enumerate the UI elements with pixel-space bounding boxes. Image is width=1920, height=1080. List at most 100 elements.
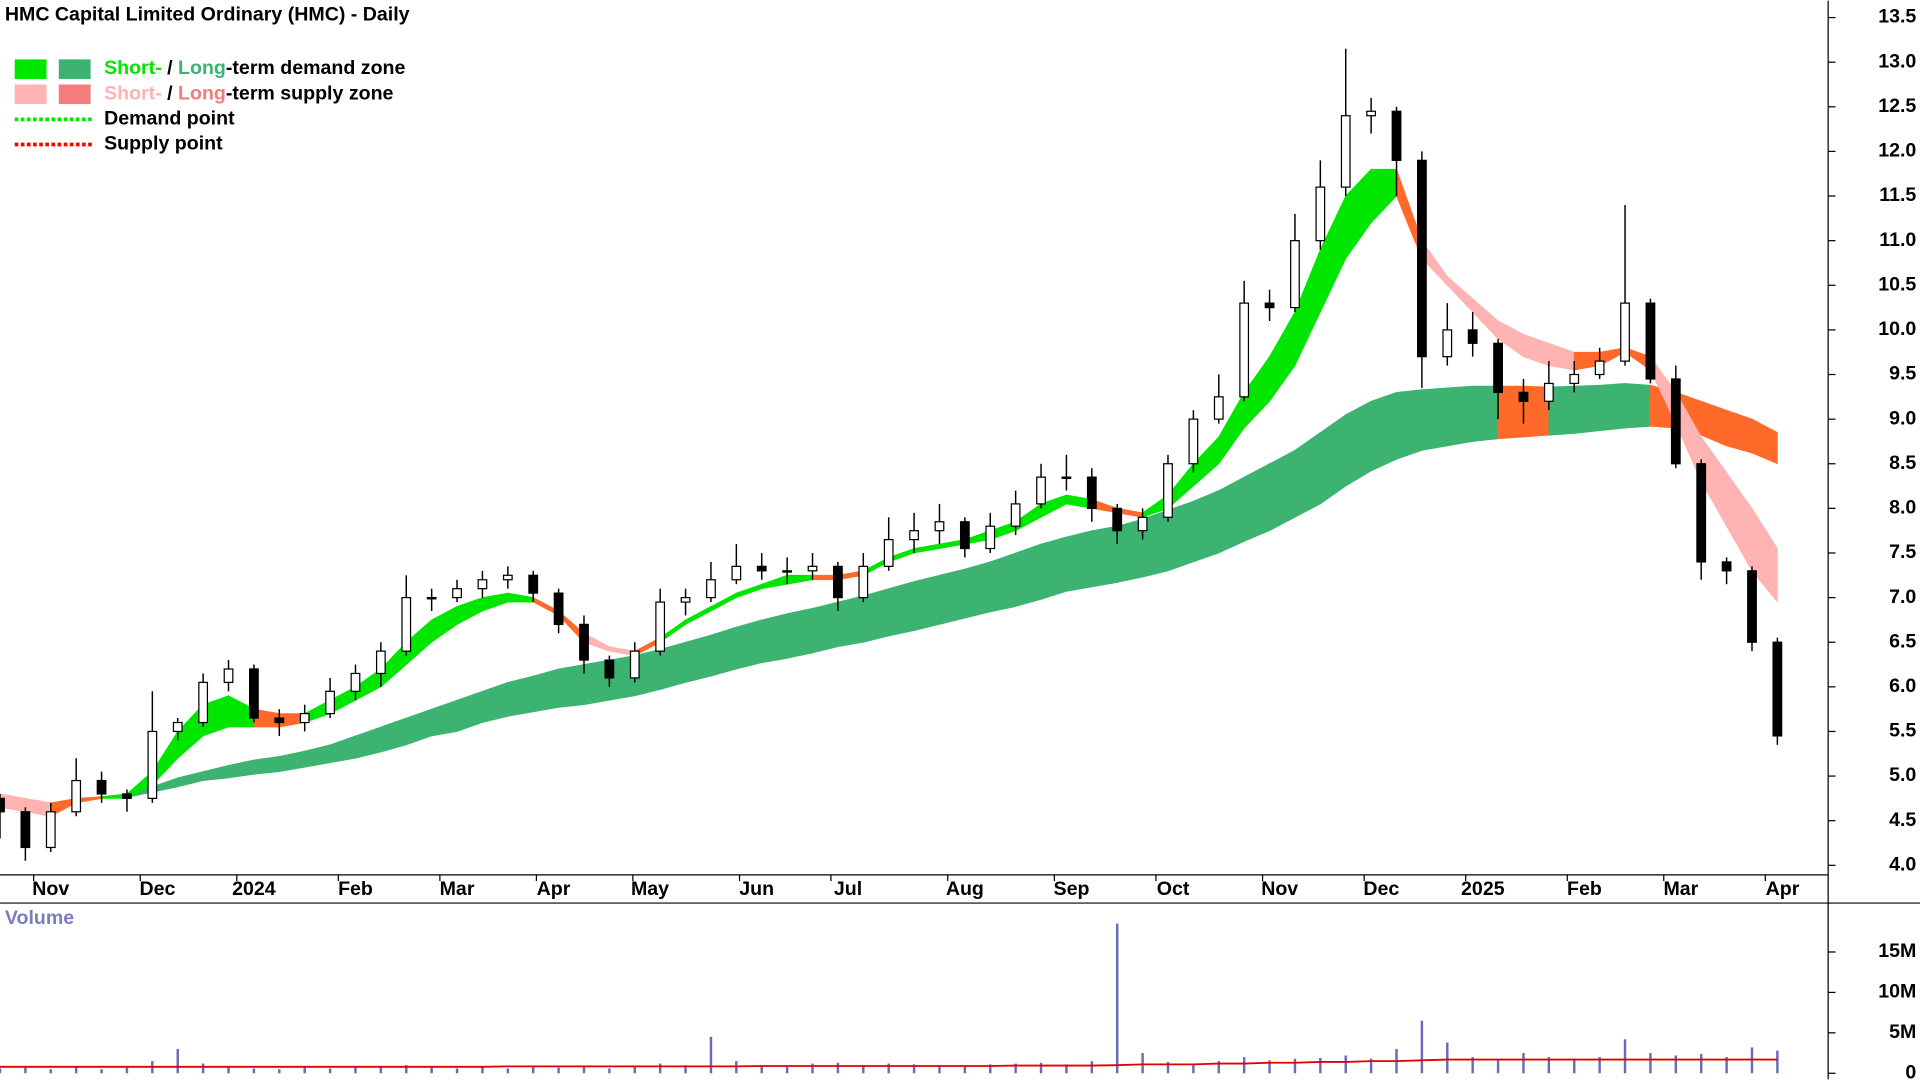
long-term-zone xyxy=(507,675,534,717)
candle-body xyxy=(528,574,539,594)
candle-body xyxy=(1213,396,1224,420)
volume-tick-label: 5M xyxy=(1889,1021,1916,1043)
candle-body xyxy=(198,681,209,724)
candle-body xyxy=(1163,463,1173,518)
x-tick-label: Mar xyxy=(1663,878,1698,900)
long-term-zone xyxy=(1370,391,1397,472)
long-term-zone xyxy=(1472,385,1499,442)
long-term-zone xyxy=(964,561,991,619)
y-tick-label: 4.0 xyxy=(1889,853,1916,875)
long-term-zone xyxy=(761,613,788,664)
x-tick-label: Mar xyxy=(440,878,475,900)
candle-body xyxy=(375,650,386,675)
candle-body xyxy=(1391,110,1402,161)
candle-body xyxy=(20,811,31,849)
candle-body xyxy=(655,601,666,652)
candle-body xyxy=(629,650,640,679)
x-tick-label: Feb xyxy=(338,878,373,900)
long-term-zone xyxy=(532,668,559,713)
candle-body xyxy=(680,596,691,603)
long-term-zone xyxy=(1193,489,1220,563)
x-tick-label: Jul xyxy=(834,878,862,900)
candle-body xyxy=(45,811,56,849)
candle-body xyxy=(1086,476,1097,509)
candle-body xyxy=(0,797,5,813)
candle-body xyxy=(807,565,818,572)
long-term-zone xyxy=(913,574,940,632)
candle-body xyxy=(731,565,742,581)
legend-text-part: / xyxy=(162,57,178,79)
short-term-zone xyxy=(1751,507,1778,604)
candle-body xyxy=(147,730,158,799)
y-tick-label: 12.5 xyxy=(1878,95,1916,117)
y-tick-label: 6.0 xyxy=(1889,675,1916,697)
long-term-zone xyxy=(710,626,737,677)
candle-body xyxy=(553,592,564,625)
candle-body xyxy=(1569,373,1580,385)
x-tick-label: Apr xyxy=(1766,878,1800,900)
candle-body xyxy=(502,574,513,581)
candle-body xyxy=(1112,507,1123,532)
candle-body xyxy=(909,530,919,541)
legend-text-part: Long xyxy=(178,82,226,104)
candle-body xyxy=(604,659,615,679)
long-term-zone xyxy=(1446,385,1474,447)
candle-body xyxy=(1747,570,1757,643)
long-term-zone xyxy=(1015,543,1042,608)
y-tick-label: 10.0 xyxy=(1878,318,1916,340)
candle-body xyxy=(299,712,310,724)
long-term-zone xyxy=(1624,383,1651,429)
candle-body xyxy=(1010,503,1021,527)
volume-label: Volume xyxy=(5,907,74,929)
y-tick-label: 7.5 xyxy=(1889,541,1916,563)
volume-tick-label: 10M xyxy=(1878,981,1916,1003)
candle-body xyxy=(249,668,259,719)
x-tick-label: Apr xyxy=(537,878,571,900)
candle-body xyxy=(1137,516,1148,532)
candle-body xyxy=(579,623,589,661)
legend-label: Short- / Long-term demand zone xyxy=(104,57,405,79)
x-tick-label: Sep xyxy=(1054,878,1090,900)
long-term-zone xyxy=(1218,476,1245,554)
y-tick-label: 13.0 xyxy=(1878,50,1916,72)
long-term-zone xyxy=(989,552,1017,613)
candle-body xyxy=(122,793,132,799)
y-tick-label: 10.5 xyxy=(1878,273,1916,295)
x-tick-label: Aug xyxy=(946,878,984,900)
candle-body xyxy=(1036,476,1046,505)
y-tick-label: 11.5 xyxy=(1879,184,1916,206)
candle-body xyxy=(1340,115,1351,188)
candle-body xyxy=(96,779,107,795)
long-term-zone xyxy=(1599,383,1626,432)
long-term-zone xyxy=(1269,449,1296,532)
long-term-zone xyxy=(1396,389,1423,460)
candle-body xyxy=(1772,641,1783,737)
legend-text-part: Short- xyxy=(104,82,162,104)
legend-swatch xyxy=(58,84,91,105)
legend-label: Short- / Long-term supply zone xyxy=(104,82,393,104)
long-term-zone xyxy=(812,601,839,654)
candle-body xyxy=(706,579,716,599)
candle-body xyxy=(934,521,945,532)
candle-body xyxy=(1442,329,1453,358)
y-tick-label: 9.0 xyxy=(1889,407,1916,429)
candle-body xyxy=(477,579,488,590)
x-tick-label: Nov xyxy=(32,878,69,900)
candle-body xyxy=(756,565,767,572)
long-term-zone xyxy=(837,595,864,648)
volume-average xyxy=(0,1058,1778,1068)
y-tick-label: 6.5 xyxy=(1889,630,1916,652)
long-term-zone xyxy=(1345,400,1372,487)
candle-body xyxy=(1645,302,1656,380)
long-term-zone xyxy=(253,756,280,775)
candle-body xyxy=(452,588,462,599)
candle-body xyxy=(1061,476,1072,479)
legend-swatch xyxy=(14,84,47,105)
x-tick-label: Dec xyxy=(1363,878,1399,900)
legend-text-part: Demand point xyxy=(104,108,235,130)
candle-body xyxy=(1620,302,1630,362)
x-tick-label: May xyxy=(631,878,669,900)
x-tick-label: Feb xyxy=(1567,878,1602,900)
y-tick-label: 13.5 xyxy=(1878,6,1916,28)
